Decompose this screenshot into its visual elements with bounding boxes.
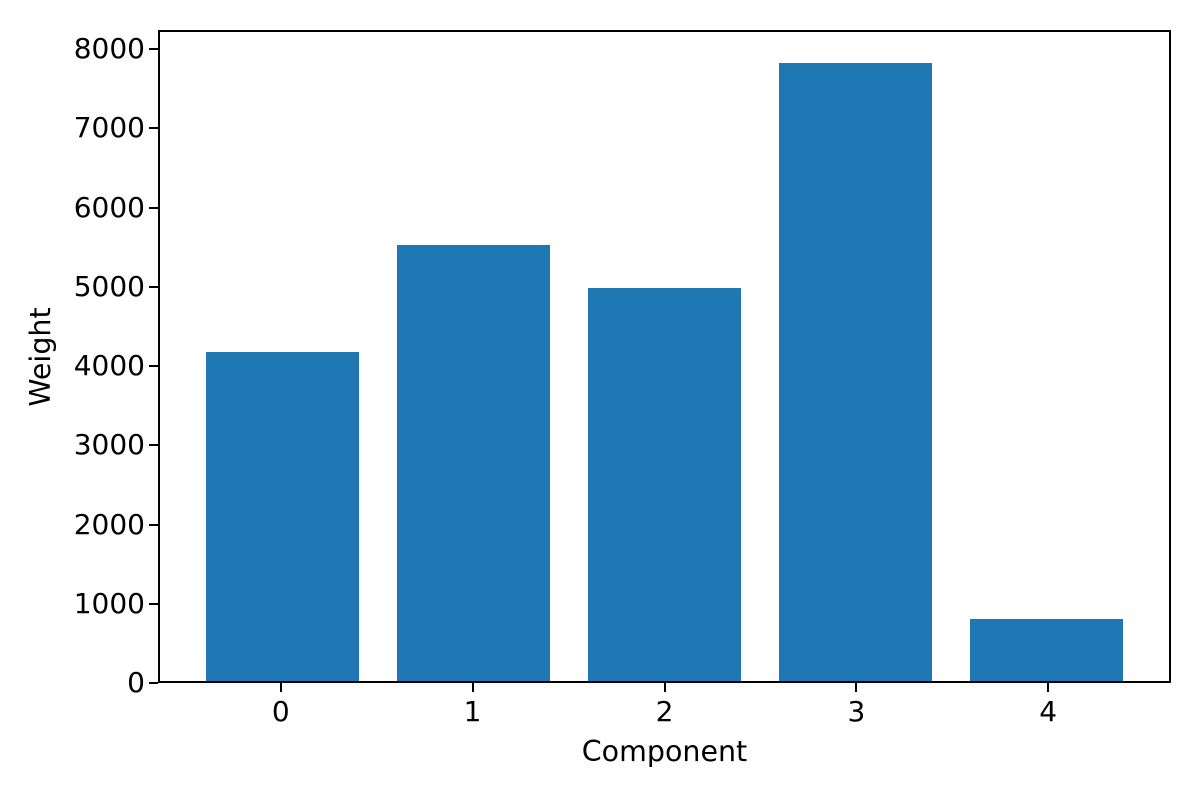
y-tick-mark [149, 206, 158, 209]
bar-component-2 [588, 288, 741, 681]
y-tick-mark [149, 523, 158, 526]
x-tick-mark [471, 683, 474, 692]
plot-area [158, 30, 1171, 683]
y-tick-mark [149, 602, 158, 605]
bar-component-3 [779, 62, 933, 681]
x-tick-label: 4 [1039, 695, 1058, 728]
x-tick-label: 2 [655, 695, 674, 728]
x-tick-label: 1 [463, 695, 482, 728]
y-axis-label: Weight [24, 307, 57, 407]
y-tick-label: 0 [127, 666, 145, 699]
y-tick-label: 5000 [73, 269, 145, 303]
y-tick-label: 7000 [73, 111, 145, 145]
y-tick-label: 4000 [73, 349, 145, 382]
y-tick-mark [149, 365, 158, 367]
y-tick-mark [149, 48, 158, 50]
y-tick-label: 8000 [73, 32, 145, 65]
y-tick-label: 3000 [73, 428, 145, 462]
y-tick-mark [149, 127, 158, 130]
y-tick-mark [149, 444, 158, 447]
y-tick-mark [149, 285, 158, 288]
bar-component-1 [397, 245, 550, 681]
x-tick-mark [663, 683, 666, 692]
y-tick-label: 6000 [73, 190, 145, 224]
x-tick-mark [855, 683, 858, 692]
x-tick-mark [1047, 683, 1050, 692]
x-tick-label: 3 [847, 695, 866, 728]
y-tick-mark [149, 682, 158, 684]
bar-component-4 [970, 618, 1124, 681]
y-tick-label: 2000 [73, 507, 145, 541]
x-tick-mark [279, 683, 282, 692]
x-axis-label: Component [581, 735, 748, 768]
bar-component-0 [205, 351, 359, 681]
y-tick-label: 1000 [73, 586, 145, 620]
x-tick-label: 0 [271, 695, 290, 728]
